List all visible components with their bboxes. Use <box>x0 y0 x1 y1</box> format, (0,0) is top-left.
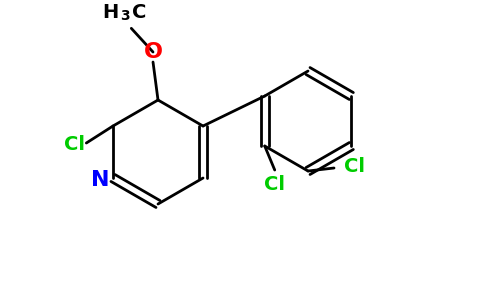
Text: O: O <box>144 42 163 62</box>
Text: 3: 3 <box>121 9 130 23</box>
Text: Cl: Cl <box>64 134 85 154</box>
Text: N: N <box>91 170 109 190</box>
Text: Cl: Cl <box>264 175 285 194</box>
Text: C: C <box>132 3 147 22</box>
Text: H: H <box>102 3 118 22</box>
Text: Cl: Cl <box>344 157 364 175</box>
